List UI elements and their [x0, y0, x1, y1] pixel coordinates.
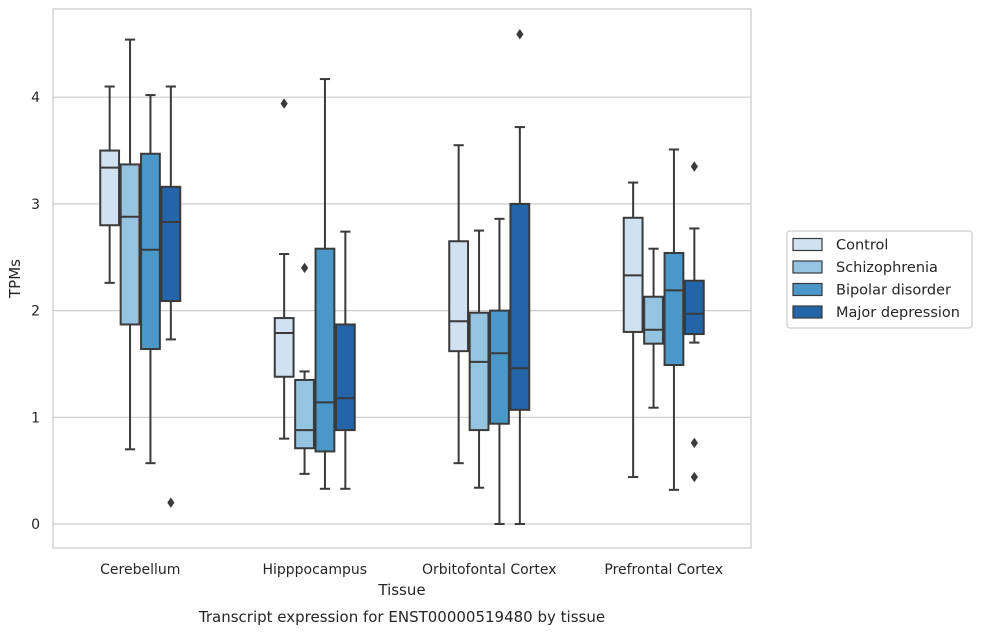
y-tick-label: 2	[31, 304, 40, 320]
box-plot	[160, 85, 182, 508]
box-iqr	[643, 295, 664, 345]
outlier-point	[516, 29, 524, 40]
box-iqr	[509, 202, 531, 411]
series-bipolar-disorder	[140, 78, 685, 525]
legend: Control Schizophrenia Bipolar disorder Majo…	[786, 230, 973, 329]
box-iqr	[683, 279, 705, 336]
y-tick-label: 0	[31, 517, 40, 533]
box-plot	[294, 262, 315, 475]
outlier-point	[690, 161, 698, 172]
box-iqr	[489, 309, 510, 425]
box-plot	[140, 94, 161, 465]
box-iqr	[140, 152, 161, 351]
box-iqr	[294, 378, 315, 450]
y-tick-label: 1	[31, 410, 40, 426]
box-plot	[468, 229, 490, 489]
outlier-point	[690, 471, 698, 483]
outlier-point	[690, 437, 698, 449]
x-axis-label: Tissue	[377, 581, 425, 599]
x-tick-label: Orbitofontal Cortex	[422, 562, 557, 578]
y-tick-label: 3	[31, 197, 40, 213]
legend-swatch	[792, 260, 823, 274]
box-plot	[448, 144, 470, 465]
box-plot	[119, 38, 141, 451]
box-plot	[334, 230, 356, 490]
series-schizophrenia	[119, 38, 664, 489]
box-iqr	[663, 251, 685, 367]
legend-label: Major depression	[836, 305, 960, 321]
box-plot	[622, 181, 644, 479]
y-tick-labels: 0 1 2 3 4	[31, 90, 40, 533]
plot-area-frame	[52, 8, 752, 549]
box-iqr	[160, 185, 182, 302]
box-plot	[683, 161, 705, 483]
x-tick-label: Cerebellum	[100, 562, 180, 578]
box-iqr	[119, 163, 141, 326]
legend-frame	[786, 230, 973, 329]
series-major-depression	[160, 29, 705, 525]
x-tick-labels: Cerebellum Hipppocampus Orbitofontal Corte…	[100, 562, 723, 578]
outlier-point	[167, 497, 175, 508]
box-plot-series	[99, 29, 705, 525]
box-iqr	[448, 240, 470, 353]
y-axis-label: TPMs	[6, 259, 24, 299]
y-tick-label: 4	[31, 90, 40, 106]
outlier-point	[300, 262, 309, 274]
box-iqr	[99, 149, 121, 227]
box-iqr	[314, 247, 336, 453]
box-plot	[663, 148, 685, 491]
legend-swatch	[792, 305, 823, 319]
box-plot	[489, 217, 510, 525]
chart-caption: Transcript expression for ENST0000051948…	[198, 608, 605, 626]
box-plot	[509, 29, 531, 525]
legend-swatch	[792, 282, 823, 297]
x-tick-label: Prefrontal Cortex	[604, 562, 723, 578]
x-tick-label: Hipppocampus	[262, 562, 367, 578]
box-plot	[273, 98, 295, 440]
legend-label: Control	[836, 238, 888, 254]
series-control	[99, 85, 644, 479]
box-plot	[314, 78, 336, 490]
box-iqr	[334, 323, 356, 432]
legend-label: Bipolar disorder	[836, 283, 951, 299]
box-plot	[99, 85, 121, 284]
outlier-point	[280, 98, 288, 109]
box-iqr	[273, 317, 295, 378]
legend-swatch	[792, 237, 823, 252]
legend-label: Schizophrenia	[836, 260, 938, 276]
box-iqr	[468, 311, 490, 432]
box-plot	[643, 247, 664, 409]
